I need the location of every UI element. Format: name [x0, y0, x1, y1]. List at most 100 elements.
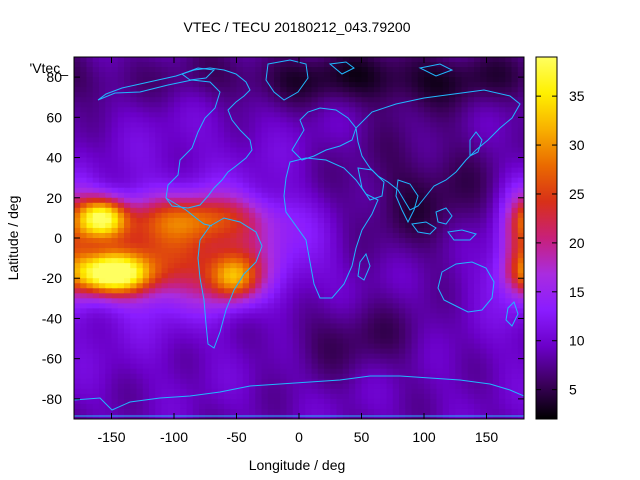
heatmap-cell — [480, 77, 488, 83]
heatmap-cell — [274, 77, 281, 83]
heatmap-cell — [142, 217, 150, 224]
heatmap-cell — [230, 117, 238, 123]
heatmap-cell — [192, 268, 200, 274]
heatmap-cell — [511, 288, 519, 294]
heatmap-cell — [499, 318, 506, 325]
heatmap-cell — [280, 238, 288, 244]
heatmap-cell — [174, 217, 181, 224]
heatmap-cell — [449, 72, 456, 78]
heatmap-cell — [374, 398, 381, 405]
heatmap-cell — [392, 92, 400, 98]
heatmap-cell — [161, 273, 169, 279]
heatmap-cell — [161, 177, 169, 184]
heatmap-cell — [261, 112, 269, 118]
heatmap-cell — [317, 298, 325, 304]
heatmap-cell — [192, 72, 200, 78]
heatmap-cell — [186, 243, 194, 249]
heatmap-cell — [505, 72, 513, 78]
heatmap-cell — [430, 57, 438, 63]
heatmap-cell — [261, 102, 269, 108]
heatmap-cell — [380, 258, 388, 264]
heatmap-cell — [105, 107, 113, 113]
heatmap-cell — [74, 378, 81, 385]
heatmap-cell — [167, 127, 175, 134]
heatmap-cell — [455, 137, 463, 144]
heatmap-cell — [430, 137, 438, 144]
heatmap-cell — [80, 323, 88, 330]
heatmap-cell — [455, 177, 463, 184]
heatmap-cell — [267, 343, 275, 350]
heatmap-cell — [124, 338, 131, 345]
heatmap-cell — [317, 288, 325, 294]
heatmap-cell — [367, 227, 375, 234]
heatmap-cell — [199, 258, 206, 264]
heatmap-cell — [161, 87, 169, 93]
heatmap-cell — [474, 313, 481, 320]
heatmap-cell — [205, 313, 213, 320]
heatmap-cell — [436, 238, 444, 244]
heatmap-cell — [205, 348, 213, 355]
heatmap-cell — [117, 62, 125, 68]
heatmap-cell — [111, 152, 119, 159]
heatmap-cell — [224, 323, 231, 330]
heatmap-cell — [124, 393, 131, 400]
heatmap-cell — [149, 57, 156, 63]
heatmap-cell — [442, 57, 450, 63]
heatmap-cell — [486, 313, 494, 320]
heatmap-cell — [199, 142, 206, 149]
heatmap-cell — [242, 137, 250, 144]
heatmap-cell — [355, 117, 363, 123]
heatmap-cell — [517, 388, 524, 395]
heatmap-cell — [142, 378, 150, 385]
heatmap-cell — [342, 142, 350, 149]
heatmap-cell — [311, 102, 319, 108]
heatmap-cell — [467, 112, 475, 118]
heatmap-cell — [124, 167, 131, 174]
heatmap-cell — [355, 87, 363, 93]
heatmap-cell — [392, 323, 400, 330]
heatmap-cell — [317, 57, 325, 63]
heatmap-cell — [324, 383, 331, 390]
heatmap-cell — [74, 132, 81, 139]
heatmap-cell — [99, 192, 106, 199]
heatmap-cell — [174, 248, 181, 254]
heatmap-cell — [517, 157, 524, 164]
heatmap-cell — [317, 207, 325, 214]
heatmap-cell — [342, 318, 350, 325]
heatmap-cell — [149, 333, 156, 340]
heatmap-cell — [349, 87, 356, 93]
heatmap-cell — [424, 172, 431, 179]
heatmap-cell — [349, 67, 356, 73]
heatmap-cell — [261, 383, 269, 390]
heatmap-cell — [430, 102, 438, 108]
heatmap-cell — [461, 373, 469, 380]
heatmap-cell — [355, 323, 363, 330]
heatmap-cell — [436, 298, 444, 304]
heatmap-cell — [174, 273, 181, 279]
heatmap-cell — [255, 398, 263, 405]
heatmap-cell — [99, 343, 106, 350]
heatmap-cell — [211, 328, 219, 335]
heatmap-cell — [292, 363, 300, 370]
heatmap-cell — [436, 343, 444, 350]
heatmap-cell — [217, 298, 225, 304]
heatmap-cell — [361, 142, 369, 149]
heatmap-cell — [130, 127, 138, 134]
heatmap-cell — [211, 102, 219, 108]
heatmap-cell — [161, 393, 169, 400]
heatmap-cell — [299, 393, 306, 400]
heatmap-cell — [236, 167, 244, 174]
heatmap-cell — [261, 333, 269, 340]
heatmap-cell — [486, 227, 494, 234]
heatmap-cell — [186, 122, 194, 128]
heatmap-cell — [224, 273, 231, 279]
heatmap-cell — [299, 87, 306, 93]
heatmap-cell — [517, 318, 524, 325]
heatmap-cell — [474, 398, 481, 405]
heatmap-cell — [199, 403, 206, 410]
heatmap-cell — [230, 67, 238, 73]
heatmap-cell — [517, 82, 524, 88]
heatmap-cell — [274, 187, 281, 194]
heatmap-cell — [74, 348, 81, 355]
heatmap-cell — [492, 207, 500, 214]
